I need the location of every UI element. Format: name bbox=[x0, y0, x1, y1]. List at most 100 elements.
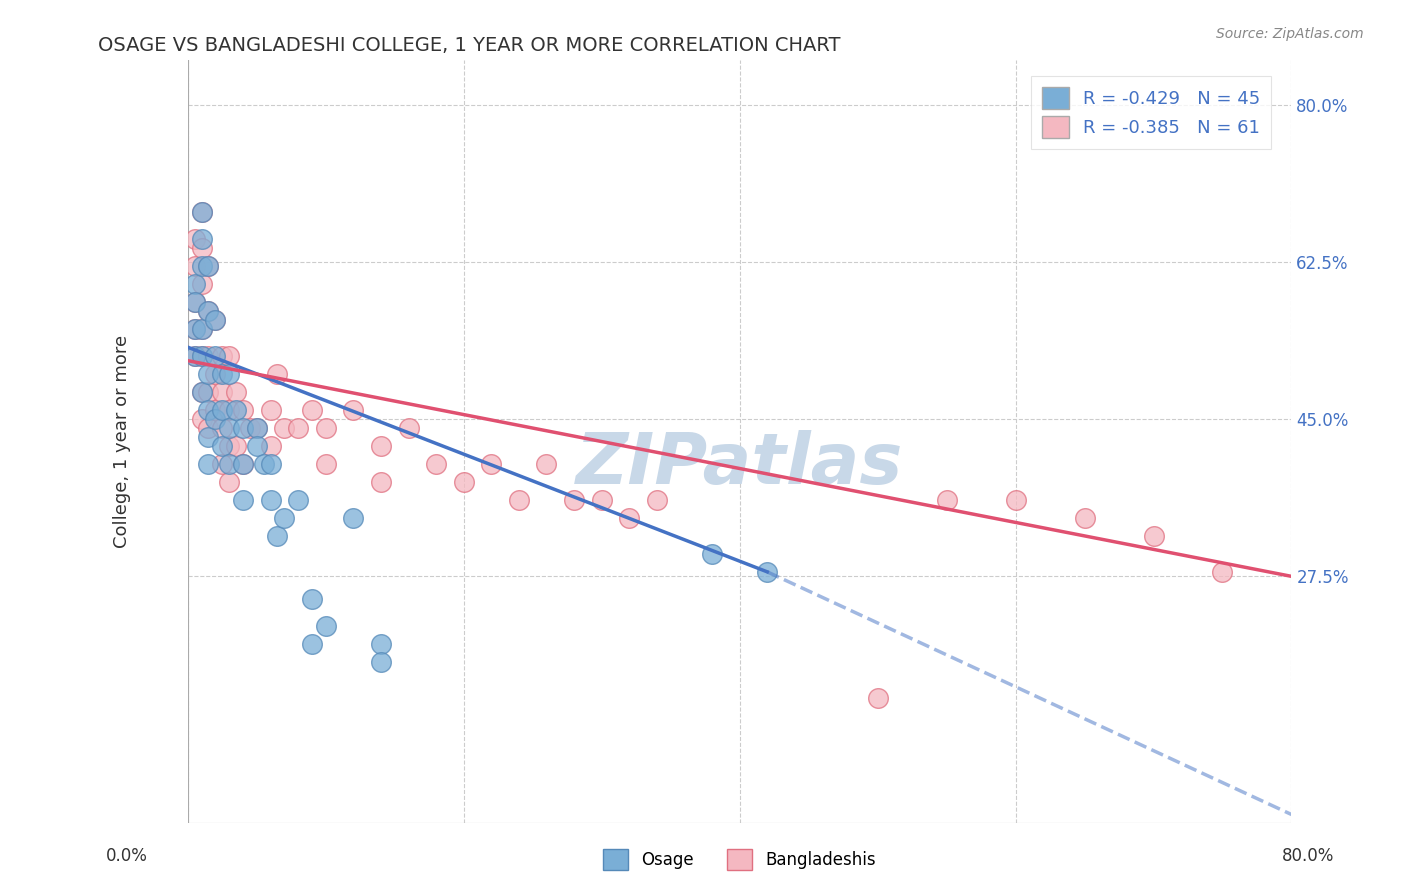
Text: Source: ZipAtlas.com: Source: ZipAtlas.com bbox=[1216, 27, 1364, 41]
Osage bbox=[197, 403, 219, 417]
Osage bbox=[197, 260, 219, 274]
Bangladeshis bbox=[562, 492, 585, 507]
Bangladeshis bbox=[190, 277, 212, 292]
Bangladeshis bbox=[183, 322, 205, 336]
Bangladeshis bbox=[591, 492, 613, 507]
Bangladeshis bbox=[453, 475, 475, 489]
Osage bbox=[259, 457, 281, 471]
Bangladeshis bbox=[190, 349, 212, 363]
Osage bbox=[246, 421, 269, 435]
Bangladeshis bbox=[183, 295, 205, 310]
Osage bbox=[218, 457, 240, 471]
Bangladeshis bbox=[190, 322, 212, 336]
Bangladeshis bbox=[190, 385, 212, 400]
Bangladeshis bbox=[301, 403, 323, 417]
Bangladeshis bbox=[1073, 511, 1095, 525]
Osage bbox=[301, 591, 323, 606]
Bangladeshis bbox=[225, 439, 247, 453]
Bangladeshis bbox=[479, 457, 502, 471]
Bangladeshis bbox=[536, 457, 558, 471]
Text: College, 1 year or more: College, 1 year or more bbox=[112, 335, 131, 548]
Osage bbox=[253, 457, 276, 471]
Bangladeshis bbox=[645, 492, 668, 507]
Osage bbox=[183, 277, 205, 292]
Osage bbox=[342, 511, 364, 525]
Bangladeshis bbox=[197, 304, 219, 318]
Bangladeshis bbox=[866, 690, 889, 705]
Bangladeshis bbox=[225, 385, 247, 400]
Osage bbox=[183, 349, 205, 363]
Bangladeshis bbox=[398, 421, 420, 435]
Bangladeshis bbox=[197, 260, 219, 274]
Bangladeshis bbox=[218, 475, 240, 489]
Bangladeshis bbox=[508, 492, 530, 507]
Osage bbox=[259, 492, 281, 507]
Osage bbox=[183, 295, 205, 310]
Osage bbox=[232, 492, 254, 507]
Osage bbox=[211, 439, 233, 453]
Osage bbox=[190, 349, 212, 363]
Bangladeshis bbox=[190, 205, 212, 219]
Osage bbox=[700, 547, 723, 561]
Osage bbox=[197, 457, 219, 471]
Text: 0.0%: 0.0% bbox=[105, 847, 148, 865]
Bangladeshis bbox=[197, 385, 219, 400]
Bangladeshis bbox=[619, 511, 641, 525]
Bangladeshis bbox=[218, 439, 240, 453]
Osage bbox=[273, 511, 295, 525]
Bangladeshis bbox=[232, 403, 254, 417]
Bangladeshis bbox=[259, 439, 281, 453]
Osage bbox=[225, 403, 247, 417]
Osage bbox=[211, 367, 233, 381]
Bangladeshis bbox=[211, 421, 233, 435]
Osage bbox=[204, 412, 226, 426]
Bangladeshis bbox=[266, 367, 288, 381]
Bangladeshis bbox=[425, 457, 447, 471]
Osage bbox=[246, 439, 269, 453]
Bangladeshis bbox=[1004, 492, 1026, 507]
Bangladeshis bbox=[370, 439, 392, 453]
Bangladeshis bbox=[935, 492, 957, 507]
Bangladeshis bbox=[204, 403, 226, 417]
Bangladeshis bbox=[287, 421, 309, 435]
Osage bbox=[197, 430, 219, 444]
Osage bbox=[197, 304, 219, 318]
Bangladeshis bbox=[1142, 529, 1164, 543]
Osage bbox=[370, 637, 392, 651]
Legend: R = -0.429   N = 45, R = -0.385   N = 61: R = -0.429 N = 45, R = -0.385 N = 61 bbox=[1031, 77, 1271, 149]
Bangladeshis bbox=[239, 421, 262, 435]
Bangladeshis bbox=[183, 260, 205, 274]
Bangladeshis bbox=[204, 313, 226, 327]
Bangladeshis bbox=[1211, 565, 1233, 579]
Text: 80.0%: 80.0% bbox=[1281, 847, 1334, 865]
Bangladeshis bbox=[232, 457, 254, 471]
Bangladeshis bbox=[342, 403, 364, 417]
Osage bbox=[190, 205, 212, 219]
Bangladeshis bbox=[204, 367, 226, 381]
Osage bbox=[190, 260, 212, 274]
Osage bbox=[190, 232, 212, 246]
Osage bbox=[190, 322, 212, 336]
Osage bbox=[232, 457, 254, 471]
Bangladeshis bbox=[190, 241, 212, 255]
Bangladeshis bbox=[315, 421, 337, 435]
Bangladeshis bbox=[218, 349, 240, 363]
Osage bbox=[218, 367, 240, 381]
Bangladeshis bbox=[190, 412, 212, 426]
Bangladeshis bbox=[197, 349, 219, 363]
Osage bbox=[266, 529, 288, 543]
Osage bbox=[218, 421, 240, 435]
Osage bbox=[287, 492, 309, 507]
Osage bbox=[756, 565, 779, 579]
Bangladeshis bbox=[197, 421, 219, 435]
Bangladeshis bbox=[183, 349, 205, 363]
Osage bbox=[370, 655, 392, 669]
Osage bbox=[204, 313, 226, 327]
Osage bbox=[204, 349, 226, 363]
Bangladeshis bbox=[218, 403, 240, 417]
Bangladeshis bbox=[370, 475, 392, 489]
Bangladeshis bbox=[259, 403, 281, 417]
Text: ZIPatlas: ZIPatlas bbox=[576, 430, 903, 499]
Osage bbox=[301, 637, 323, 651]
Bangladeshis bbox=[315, 457, 337, 471]
